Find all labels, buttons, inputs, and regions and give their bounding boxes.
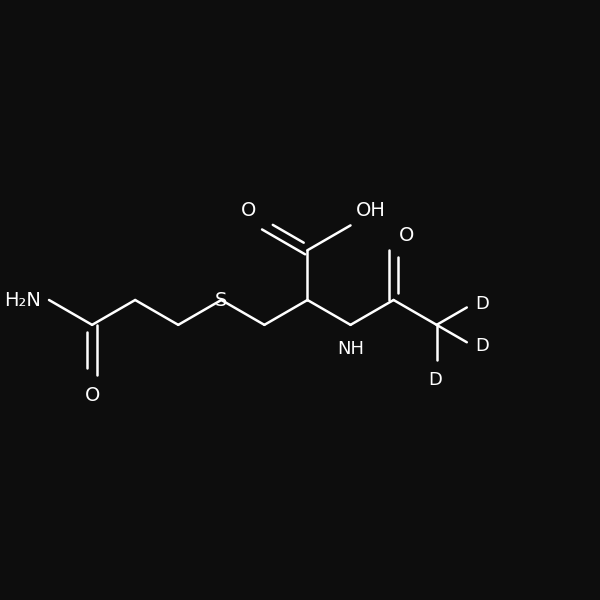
Text: OH: OH bbox=[355, 202, 385, 220]
Text: D: D bbox=[428, 371, 442, 389]
Text: NH: NH bbox=[337, 340, 364, 358]
Text: O: O bbox=[241, 202, 256, 220]
Text: S: S bbox=[215, 290, 227, 310]
Text: H₂N: H₂N bbox=[4, 290, 41, 310]
Text: D: D bbox=[475, 337, 489, 355]
Text: O: O bbox=[398, 226, 414, 245]
Text: O: O bbox=[85, 386, 100, 405]
Text: D: D bbox=[475, 295, 489, 313]
